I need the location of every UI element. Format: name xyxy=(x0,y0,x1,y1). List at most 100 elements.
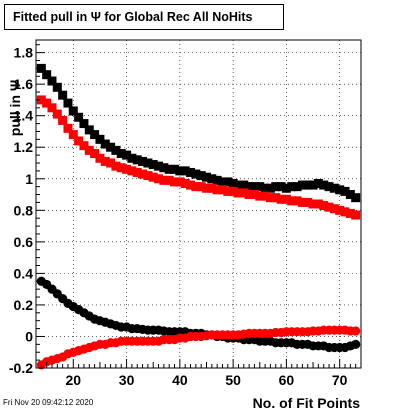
data-point xyxy=(68,106,78,116)
data-point xyxy=(84,125,94,135)
data-point xyxy=(297,180,307,190)
y-tick-label: -0.2 xyxy=(9,360,33,376)
data-point xyxy=(265,183,275,193)
data-point xyxy=(223,177,233,187)
data-point xyxy=(164,164,174,174)
data-point xyxy=(154,161,164,171)
data-point xyxy=(233,188,243,198)
data-point xyxy=(138,156,148,166)
data-point xyxy=(100,156,110,166)
data-point xyxy=(228,186,238,196)
data-point xyxy=(249,190,259,200)
data-point xyxy=(148,160,158,170)
timestamp: Fri Nov 20 09:42:12 2020 xyxy=(3,398,94,407)
y-tick-label: 1.4 xyxy=(14,108,34,124)
data-point xyxy=(154,174,164,184)
data-point xyxy=(244,190,254,200)
data-point xyxy=(335,205,345,215)
data-point xyxy=(159,175,169,185)
data-point xyxy=(297,197,307,207)
data-point xyxy=(186,180,196,190)
data-point xyxy=(217,185,227,195)
y-tick-label: 0.2 xyxy=(14,297,34,313)
data-point xyxy=(127,166,137,176)
data-point xyxy=(47,103,57,113)
data-point xyxy=(36,63,46,73)
data-point xyxy=(255,191,265,201)
data-point xyxy=(340,207,350,217)
y-tick-label: 0.8 xyxy=(14,202,34,218)
data-point xyxy=(106,142,116,152)
data-point xyxy=(63,98,73,108)
data-point xyxy=(36,95,46,105)
data-point xyxy=(116,149,126,159)
data-point xyxy=(68,130,78,140)
data-point xyxy=(111,145,121,155)
data-point xyxy=(79,141,89,151)
data-point xyxy=(271,193,281,203)
y-tick-label: 1.8 xyxy=(14,45,34,61)
series-2 xyxy=(36,276,361,353)
data-point xyxy=(47,76,57,86)
data-point xyxy=(212,185,222,195)
data-point xyxy=(207,183,217,193)
x-tick-label: 60 xyxy=(279,372,295,388)
data-point xyxy=(175,177,185,187)
data-point xyxy=(329,204,339,214)
data-point xyxy=(116,163,126,173)
data-point xyxy=(351,326,361,336)
data-point xyxy=(63,123,73,133)
data-point xyxy=(260,191,270,201)
data-point xyxy=(95,153,105,163)
data-point xyxy=(191,169,201,179)
data-point xyxy=(271,182,281,192)
data-point xyxy=(324,202,334,212)
y-axis-title: pull in Ψ xyxy=(7,80,23,136)
grid xyxy=(36,40,361,369)
data-point xyxy=(143,171,153,181)
data-point xyxy=(207,174,217,184)
data-point xyxy=(351,193,361,203)
x-tick-label: 70 xyxy=(332,372,348,388)
data-point xyxy=(239,188,249,198)
y-tick-label: 0.4 xyxy=(14,265,34,281)
data-point xyxy=(170,177,180,187)
data-point xyxy=(276,182,286,192)
data-point xyxy=(58,90,68,100)
data-point xyxy=(329,183,339,193)
data-point xyxy=(249,182,259,192)
data-point xyxy=(180,166,190,176)
data-point xyxy=(201,183,211,193)
data-point xyxy=(90,130,100,140)
data-point xyxy=(265,193,275,203)
data-point xyxy=(159,163,169,173)
data-point xyxy=(90,149,100,159)
data-point xyxy=(180,179,190,188)
data-point xyxy=(313,179,323,188)
data-point xyxy=(281,194,291,204)
data-point xyxy=(324,182,334,192)
chart-title: Fitted pull in Ψ for Global Rec All NoHi… xyxy=(4,4,284,30)
data-point xyxy=(84,145,94,155)
data-point xyxy=(175,166,185,176)
data-point xyxy=(186,167,196,177)
x-tick-label: 20 xyxy=(66,372,82,388)
data-point xyxy=(313,199,323,209)
data-point xyxy=(345,208,355,218)
y-tick-label: 0.6 xyxy=(14,234,34,250)
data-point xyxy=(58,115,68,125)
data-point xyxy=(260,183,270,193)
data-point xyxy=(340,186,350,196)
series-1 xyxy=(36,95,361,220)
data-point xyxy=(233,180,243,190)
data-point xyxy=(106,158,116,168)
data-point xyxy=(335,185,345,195)
x-tick-label: 30 xyxy=(119,372,135,388)
data-point xyxy=(95,134,105,144)
data-point xyxy=(148,172,158,182)
data-point xyxy=(281,183,291,193)
data-point xyxy=(287,196,297,206)
x-axis-title: No. of Fit Points xyxy=(253,395,361,411)
data-point xyxy=(292,182,302,192)
